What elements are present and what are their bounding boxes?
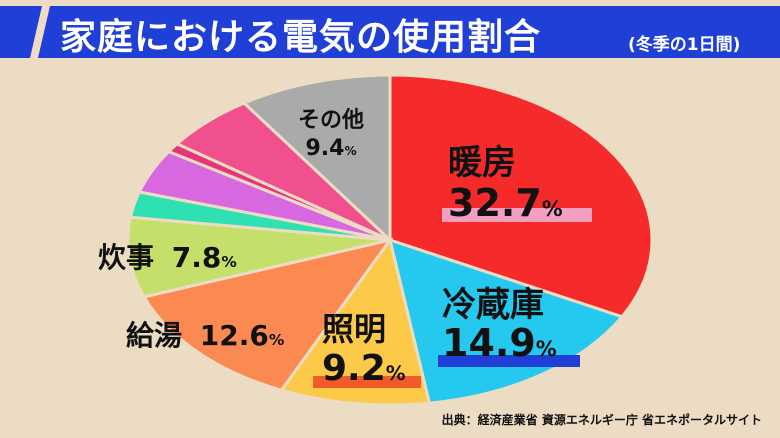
label-lighting: 照明 9.2%	[322, 313, 406, 387]
page-title: 家庭における電気の使用割合	[60, 17, 542, 58]
page-subtitle: (冬季の1日間)	[628, 35, 741, 55]
label-cooking-name: 炊事	[98, 241, 155, 274]
label-fridge-unit: %	[535, 337, 557, 361]
label-fridge-value: 14.9	[442, 321, 536, 365]
label-lighting-unit: %	[385, 362, 406, 385]
source-note: 出典：経済産業省 資源エネルギー庁 省エネポータルサイト	[441, 413, 762, 427]
pie-slice-4	[126, 215, 391, 299]
title-banner: 家庭における電気の使用割合 (冬季の1日間)	[0, 0, 780, 64]
banner-left-stripe	[0, 6, 42, 58]
label-cooking-value: 7.8	[171, 241, 222, 274]
highlight-heating	[442, 208, 592, 222]
label-fridge: 冷蔵庫 14.9%	[442, 288, 557, 362]
label-hot-water-unit: %	[268, 331, 285, 349]
label-heating-value: 32.7	[448, 181, 542, 225]
highlight-fridge	[438, 355, 580, 367]
pie-slice-2	[278, 236, 432, 407]
label-hot-water: 給湯 12.6%	[126, 322, 284, 350]
pie-slice-9	[241, 73, 392, 244]
label-other-name: その他	[298, 108, 365, 133]
highlight-lighting	[313, 376, 421, 388]
label-hot-water-name: 給湯	[126, 319, 183, 352]
label-lighting-value: 9.2	[322, 348, 386, 389]
label-other: その他 9.4%	[298, 110, 364, 160]
label-heating-name: 暖房	[448, 143, 516, 183]
pie-slice-0	[388, 73, 654, 319]
label-other-value: 9.4	[305, 136, 345, 161]
label-lighting-name: 照明	[322, 310, 387, 348]
label-heating-unit: %	[541, 197, 563, 221]
banner-background	[0, 6, 780, 58]
label-cooking-unit: %	[221, 253, 237, 271]
label-heating: 暖房 32.7%	[448, 146, 563, 222]
label-other-unit: %	[344, 144, 357, 158]
label-fridge-name: 冷蔵庫	[442, 285, 544, 325]
label-cooking: 炊事 7.8%	[98, 244, 237, 272]
banner-main	[38, 6, 780, 58]
label-hot-water-value: 12.6	[199, 319, 269, 352]
pie-slice-3	[141, 237, 394, 392]
